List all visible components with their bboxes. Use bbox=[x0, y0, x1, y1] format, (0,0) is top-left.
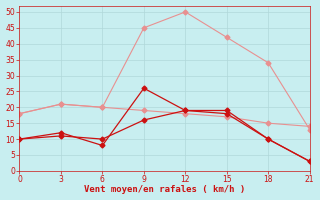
X-axis label: Vent moyen/en rafales ( km/h ): Vent moyen/en rafales ( km/h ) bbox=[84, 185, 245, 194]
